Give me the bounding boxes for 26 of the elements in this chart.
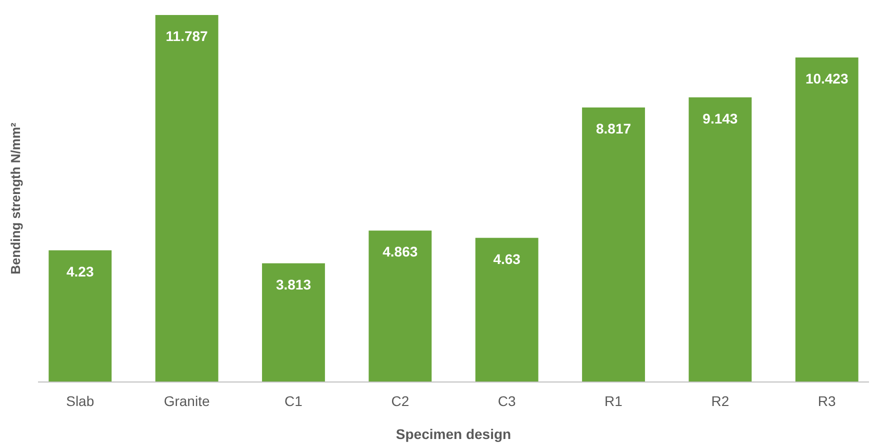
data-label: 10.423 — [805, 70, 848, 86]
bar — [262, 263, 325, 382]
x-tick-label: C3 — [498, 393, 516, 409]
x-tick-label: R3 — [818, 393, 836, 409]
bar — [688, 97, 752, 382]
bar — [795, 57, 858, 382]
x-tick-label: C1 — [284, 393, 303, 409]
bar — [155, 15, 218, 382]
x-tick-label: Granite — [164, 393, 210, 409]
x-tick-label: C2 — [391, 393, 410, 409]
bar — [48, 250, 112, 382]
data-label: 4.63 — [493, 250, 521, 267]
data-label: 11.787 — [166, 28, 208, 44]
x-tick-label: R1 — [604, 393, 623, 409]
bar — [582, 107, 645, 382]
data-label: 3.813 — [276, 276, 312, 292]
data-label: 4.23 — [66, 263, 94, 280]
x-tick-label: Slab — [66, 393, 94, 409]
bar — [475, 238, 538, 382]
x-axis-title: Specimen design — [396, 426, 512, 442]
data-label: 8.817 — [596, 120, 632, 136]
data-label: 9.143 — [702, 110, 738, 126]
data-label: 4.863 — [382, 244, 418, 260]
x-tick-label: R2 — [711, 393, 730, 409]
y-axis-title: Bending strength N/mm² — [8, 122, 23, 274]
bar — [368, 230, 432, 382]
